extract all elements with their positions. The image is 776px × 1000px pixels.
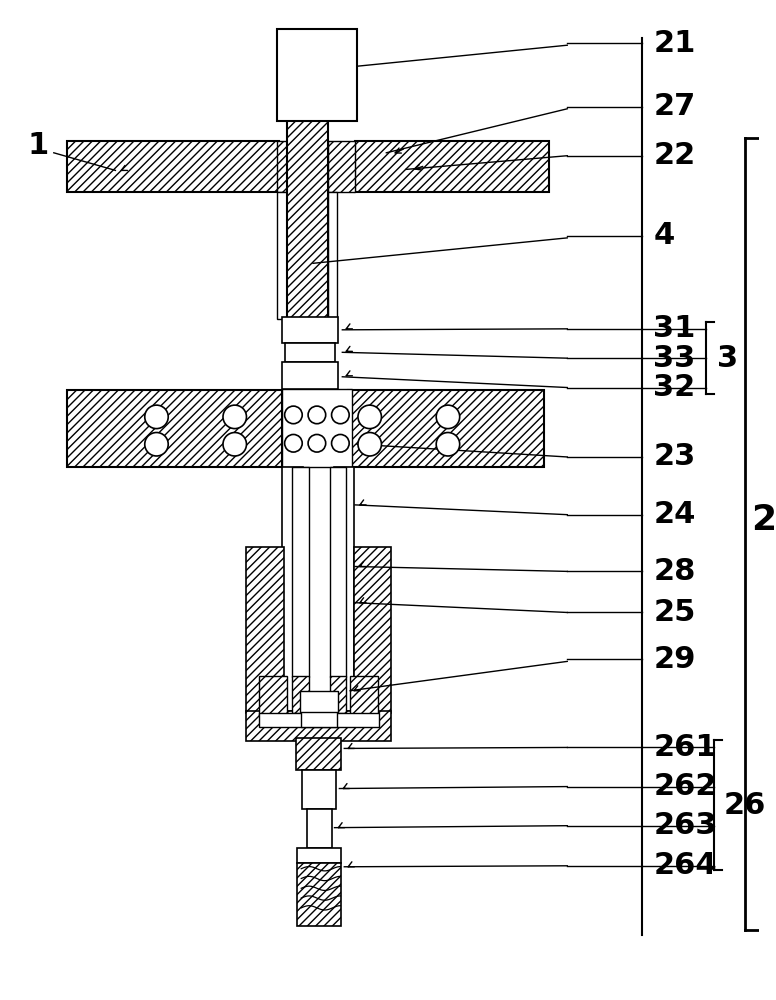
Text: 33: 33 <box>653 344 695 373</box>
Circle shape <box>223 405 247 429</box>
Text: 32: 32 <box>653 373 695 402</box>
Bar <box>330 467 346 677</box>
Bar <box>286 192 327 319</box>
Text: 2: 2 <box>751 503 776 537</box>
Text: 23: 23 <box>653 442 695 471</box>
Bar <box>355 141 549 192</box>
Bar <box>297 848 341 863</box>
Bar <box>282 389 352 467</box>
Text: 3: 3 <box>717 344 738 373</box>
Circle shape <box>358 433 382 456</box>
Bar <box>327 192 338 319</box>
Bar <box>293 467 309 677</box>
Text: 263: 263 <box>653 811 717 840</box>
Bar <box>277 29 357 121</box>
Bar <box>259 713 379 727</box>
Text: 261: 261 <box>653 733 717 762</box>
Text: 29: 29 <box>653 645 696 674</box>
Circle shape <box>436 405 459 429</box>
Circle shape <box>285 434 302 452</box>
Bar <box>327 141 355 192</box>
Text: 26: 26 <box>724 791 766 820</box>
Text: 31: 31 <box>653 314 696 343</box>
Bar <box>307 809 331 848</box>
Bar <box>302 770 337 809</box>
Bar <box>297 863 341 926</box>
Text: 1: 1 <box>27 131 49 160</box>
Circle shape <box>145 405 168 429</box>
Text: 24: 24 <box>653 500 696 529</box>
Circle shape <box>145 433 168 456</box>
Bar <box>282 362 338 389</box>
Bar <box>286 119 327 344</box>
Bar <box>309 467 330 677</box>
Text: 21: 21 <box>653 29 696 58</box>
Bar <box>259 676 286 715</box>
Text: 264: 264 <box>653 851 717 880</box>
Bar <box>330 676 346 713</box>
Circle shape <box>331 406 349 424</box>
Bar <box>348 390 544 467</box>
Bar <box>293 676 309 713</box>
Bar <box>300 691 338 712</box>
Bar <box>277 192 286 319</box>
Text: 262: 262 <box>653 772 717 801</box>
Bar <box>67 141 279 192</box>
Text: 25: 25 <box>653 598 696 627</box>
Bar <box>354 547 391 713</box>
Bar <box>285 343 335 362</box>
Circle shape <box>223 433 247 456</box>
Bar <box>277 141 289 192</box>
Circle shape <box>308 434 326 452</box>
Text: 28: 28 <box>653 557 696 586</box>
Circle shape <box>308 406 326 424</box>
Bar <box>282 317 338 343</box>
Bar <box>67 390 282 467</box>
Circle shape <box>285 406 302 424</box>
Text: 4: 4 <box>653 221 674 250</box>
Bar <box>309 676 330 713</box>
Bar <box>247 711 391 741</box>
Circle shape <box>331 434 349 452</box>
Bar <box>247 547 284 713</box>
Bar <box>282 467 303 711</box>
Bar <box>296 738 341 770</box>
Bar <box>301 709 338 727</box>
Bar <box>334 467 354 711</box>
Text: 27: 27 <box>653 92 695 121</box>
Circle shape <box>436 433 459 456</box>
Text: 22: 22 <box>653 141 695 170</box>
Bar <box>350 676 378 715</box>
Circle shape <box>358 405 382 429</box>
